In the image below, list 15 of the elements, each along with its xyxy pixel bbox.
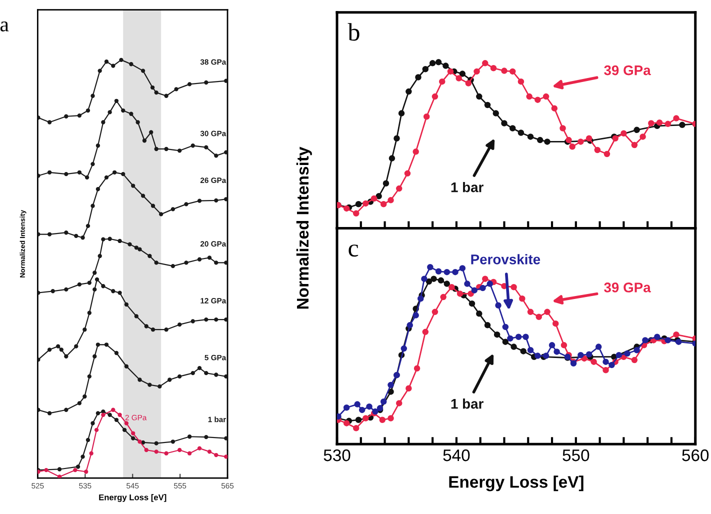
x-tick-label: 530 — [324, 449, 350, 462]
text: Perovskite — [471, 254, 540, 264]
chart-title: c — [348, 244, 358, 257]
chart-title: b — [348, 23, 360, 41]
x-tick-label: 540 — [443, 449, 470, 462]
y-axis-title: Normalized Intensity — [296, 146, 312, 309]
annotation: 1 bar — [451, 182, 484, 192]
annotation: 1 bar — [451, 398, 484, 409]
annotation: 39 GPa — [604, 65, 651, 76]
chart-title: a — [0, 21, 9, 32]
annotation: 39 GPa — [604, 282, 651, 292]
x-axis-title: Energy Loss [eV] — [449, 476, 584, 492]
x-tick-label: 560 — [682, 449, 709, 462]
x-tick-label: 550 — [562, 449, 590, 462]
x-axis-title: Energy Loss [eV] — [99, 494, 166, 502]
